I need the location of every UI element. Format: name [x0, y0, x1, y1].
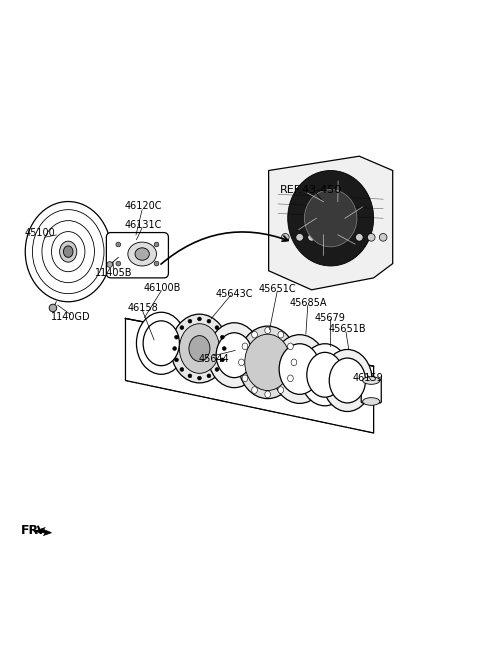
Circle shape: [220, 358, 224, 361]
Ellipse shape: [363, 398, 380, 405]
Circle shape: [116, 242, 120, 247]
Circle shape: [188, 374, 192, 378]
Circle shape: [175, 335, 179, 339]
Text: 46158: 46158: [127, 303, 158, 313]
Ellipse shape: [265, 327, 271, 334]
Ellipse shape: [300, 344, 350, 406]
Circle shape: [281, 234, 289, 241]
Text: 46159: 46159: [352, 373, 383, 383]
Text: 45644: 45644: [198, 354, 229, 364]
Ellipse shape: [189, 336, 210, 361]
Ellipse shape: [242, 375, 248, 382]
Circle shape: [296, 234, 303, 241]
Ellipse shape: [60, 241, 77, 262]
Text: 45651C: 45651C: [258, 284, 296, 294]
Ellipse shape: [265, 391, 271, 398]
Ellipse shape: [136, 312, 186, 375]
Ellipse shape: [252, 386, 257, 394]
Ellipse shape: [245, 334, 290, 390]
Circle shape: [356, 234, 363, 241]
Ellipse shape: [135, 248, 149, 260]
Text: 46131C: 46131C: [125, 220, 162, 230]
FancyBboxPatch shape: [361, 379, 381, 403]
Circle shape: [116, 261, 120, 266]
Circle shape: [367, 234, 375, 241]
Circle shape: [222, 346, 226, 350]
Text: 46100B: 46100B: [144, 283, 181, 293]
Text: FR.: FR.: [21, 524, 44, 537]
Ellipse shape: [180, 323, 219, 373]
Ellipse shape: [278, 331, 284, 338]
Ellipse shape: [216, 333, 252, 378]
Polygon shape: [36, 527, 51, 535]
Circle shape: [198, 376, 201, 380]
Circle shape: [154, 242, 159, 247]
Ellipse shape: [252, 331, 257, 338]
Ellipse shape: [208, 323, 261, 388]
Ellipse shape: [128, 242, 156, 266]
Text: 45100: 45100: [24, 228, 55, 237]
Ellipse shape: [291, 359, 297, 365]
Ellipse shape: [242, 343, 248, 350]
Ellipse shape: [272, 335, 327, 403]
Polygon shape: [269, 156, 393, 290]
Circle shape: [215, 367, 219, 371]
Circle shape: [175, 358, 179, 361]
Circle shape: [207, 319, 211, 323]
Circle shape: [320, 234, 327, 241]
Circle shape: [154, 261, 159, 266]
Ellipse shape: [279, 344, 320, 394]
Text: 45651B: 45651B: [328, 325, 366, 335]
Circle shape: [107, 262, 113, 268]
Ellipse shape: [329, 358, 365, 403]
Circle shape: [188, 319, 192, 323]
Circle shape: [49, 304, 57, 312]
Text: 46120C: 46120C: [125, 201, 162, 211]
Circle shape: [198, 317, 201, 321]
Ellipse shape: [363, 377, 380, 384]
Circle shape: [215, 325, 219, 329]
Circle shape: [180, 325, 184, 329]
FancyBboxPatch shape: [107, 233, 168, 278]
Ellipse shape: [278, 386, 284, 394]
Ellipse shape: [171, 314, 228, 383]
Text: 11405B: 11405B: [95, 268, 132, 278]
Ellipse shape: [63, 246, 73, 257]
Text: 45679: 45679: [314, 312, 345, 323]
Text: 45643C: 45643C: [216, 289, 253, 298]
Ellipse shape: [143, 321, 180, 365]
Ellipse shape: [238, 326, 297, 399]
Text: 1140GD: 1140GD: [51, 312, 90, 322]
Circle shape: [308, 234, 315, 241]
Ellipse shape: [288, 375, 293, 382]
Text: REF.43-450: REF.43-450: [279, 184, 342, 195]
Ellipse shape: [25, 201, 111, 302]
Circle shape: [207, 374, 211, 378]
Ellipse shape: [239, 359, 244, 365]
Ellipse shape: [323, 350, 372, 411]
Circle shape: [379, 234, 387, 241]
Text: 45685A: 45685A: [290, 298, 327, 308]
Circle shape: [173, 346, 177, 350]
Ellipse shape: [304, 190, 357, 247]
Ellipse shape: [307, 352, 343, 397]
Ellipse shape: [288, 171, 373, 266]
Circle shape: [220, 335, 224, 339]
Circle shape: [180, 367, 184, 371]
Circle shape: [341, 234, 349, 241]
Ellipse shape: [288, 343, 293, 350]
